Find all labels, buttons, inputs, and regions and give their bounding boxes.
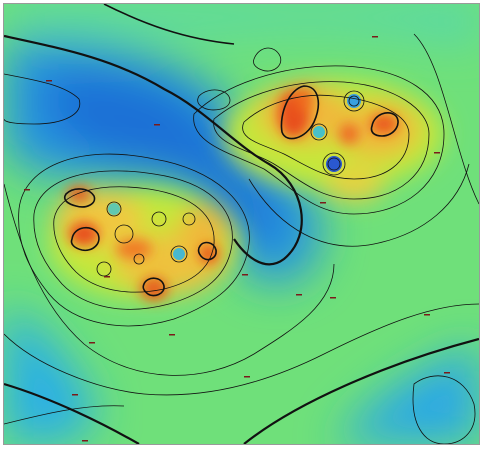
cool-pocket-3	[313, 126, 325, 138]
contour-east-peak-a	[280, 85, 320, 140]
station-marker	[244, 376, 250, 378]
station-marker	[24, 189, 30, 191]
contour-east-cluster-inner	[242, 94, 410, 180]
contour-west-ring-1	[170, 245, 188, 263]
warm-west-c	[179, 204, 229, 254]
station-marker	[154, 124, 160, 126]
contour-west-ring-5	[182, 212, 196, 226]
contour-map-canvas	[4, 4, 479, 444]
high-value-regions	[49, 79, 444, 299]
contour-major-north	[4, 34, 303, 266]
station-marker	[372, 36, 378, 38]
low-region-north-strip	[4, 4, 479, 44]
warm-east-c	[324, 166, 384, 202]
station-marker	[242, 274, 248, 276]
contour-west-cluster-mid	[33, 170, 233, 310]
station-marker	[424, 314, 430, 316]
station-marker	[46, 80, 52, 82]
contour-broad-outer	[4, 405, 125, 425]
station-marker	[169, 334, 175, 336]
station-markers	[24, 36, 450, 442]
station-marker	[89, 342, 95, 344]
contour-west-cluster-outer	[18, 153, 250, 327]
contour-east-peak-b	[370, 112, 399, 137]
station-marker	[104, 276, 110, 278]
contour-west-cluster-inner	[53, 186, 215, 293]
station-marker	[330, 297, 336, 299]
contour-west-ring-4	[151, 211, 167, 227]
contour-west-ring-2	[106, 201, 122, 217]
contour-west-peak-a	[63, 188, 96, 208]
contour-west-peak-b	[70, 226, 100, 252]
contour-east-outer	[248, 163, 470, 247]
cool-pocket-5	[108, 203, 120, 215]
peak-east-4	[339, 124, 359, 144]
contour-west-peak-c	[197, 241, 217, 261]
contour-north-bump	[253, 47, 282, 72]
contour-broad-west	[4, 183, 335, 376]
contour-west-peak-d	[142, 277, 165, 297]
peak-east-3	[370, 114, 398, 134]
contour-major-southeast	[243, 337, 479, 444]
contour-east-ring-1	[343, 90, 365, 112]
contour-east-cluster-outer	[193, 65, 445, 215]
low-region-southeast	[334, 344, 479, 444]
bottom-margin	[0, 445, 484, 450]
contour-map	[3, 3, 480, 445]
station-marker	[72, 394, 78, 396]
contour-east-ring-5	[310, 123, 328, 141]
contour-northeast-bend	[103, 4, 235, 45]
contour-east-ring-4	[327, 157, 341, 171]
station-marker	[434, 152, 440, 154]
contour-north-bump-2	[197, 89, 231, 111]
peak-west-3	[140, 277, 168, 301]
contour-west-cap	[4, 73, 81, 125]
peak-east-2	[294, 87, 314, 111]
low-region-core	[44, 70, 281, 245]
contour-broad-south	[4, 303, 479, 396]
contour-lines	[4, 4, 479, 444]
station-marker	[444, 372, 450, 374]
cool-pocket-4	[173, 248, 185, 260]
contour-east-cluster-mid	[213, 81, 430, 200]
station-marker	[82, 440, 88, 442]
station-marker	[320, 202, 326, 204]
contour-major-south	[4, 382, 140, 444]
contour-east-ring-2	[348, 95, 360, 107]
contour-west-ring-7	[133, 253, 145, 265]
contour-east-curve	[413, 33, 479, 205]
contour-east-ring-3	[322, 152, 346, 176]
contour-east-loop	[412, 375, 476, 444]
contour-west-ring-3	[114, 224, 134, 244]
peak-west-5	[116, 239, 152, 259]
station-marker	[296, 294, 302, 296]
